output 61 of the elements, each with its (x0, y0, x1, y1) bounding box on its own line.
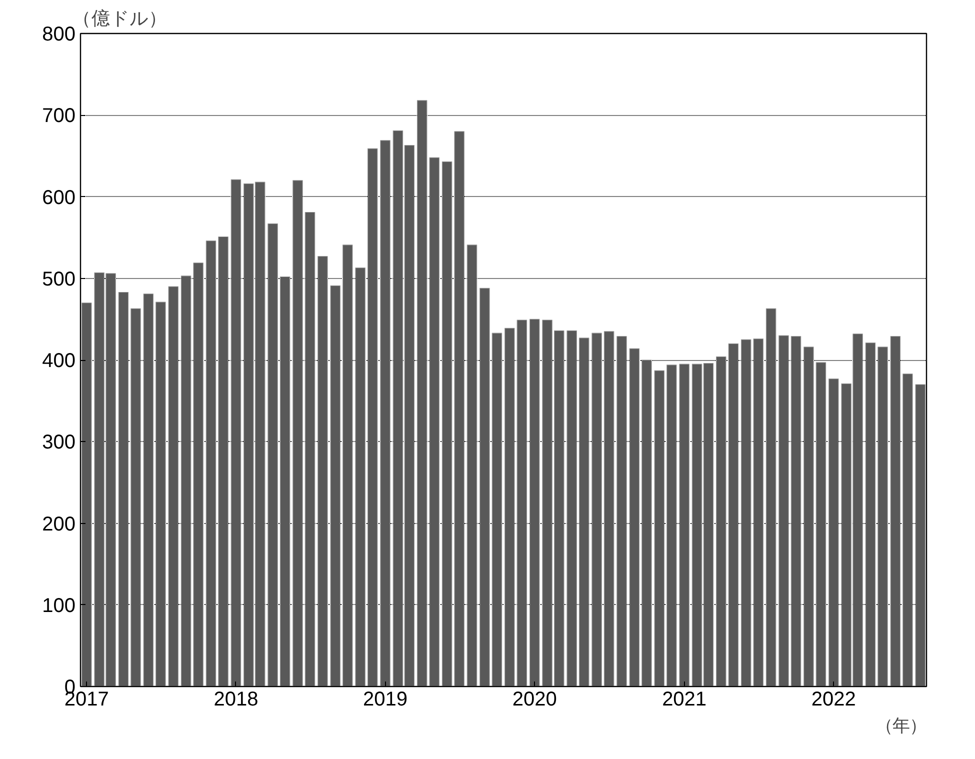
bar (878, 346, 888, 686)
y-tick-label: 500 (42, 268, 76, 290)
bar (143, 294, 154, 686)
bar (492, 332, 502, 686)
y-tick-label: 400 (42, 350, 76, 372)
bar (778, 335, 789, 686)
bar (865, 342, 876, 686)
bar (902, 374, 913, 686)
bar (578, 338, 590, 686)
bar (529, 318, 540, 686)
bar (454, 131, 464, 686)
bar (206, 240, 216, 686)
bar (292, 180, 303, 686)
bar (168, 286, 179, 686)
bar (790, 336, 802, 686)
bar (355, 267, 366, 686)
bar (218, 236, 228, 686)
x-tick-label: 2020 (512, 688, 557, 710)
bar (679, 364, 690, 686)
bar (592, 332, 602, 686)
bar (318, 256, 328, 686)
bar (629, 348, 640, 686)
y-tick-label: 200 (42, 513, 76, 536)
bar (156, 302, 166, 686)
x-tick-label: 2018 (214, 688, 258, 710)
bar (890, 336, 901, 686)
bar (230, 179, 242, 686)
y-tick-label: 600 (42, 186, 76, 209)
bar (828, 378, 839, 686)
bar (180, 276, 192, 686)
x-tick-label: 2021 (662, 688, 707, 710)
bar (604, 331, 614, 686)
bar (566, 330, 577, 686)
bar (304, 212, 316, 686)
bar (118, 292, 129, 686)
bar (804, 346, 814, 686)
bar (330, 285, 341, 686)
bar (442, 161, 452, 686)
bar (367, 148, 378, 686)
bar (81, 302, 92, 686)
bar (480, 288, 490, 686)
x-axis-title: （年） (876, 716, 926, 736)
bar (654, 370, 665, 686)
bar (915, 384, 926, 686)
bar (268, 223, 278, 686)
bar (342, 244, 353, 686)
bar (616, 336, 627, 686)
bar (466, 244, 478, 686)
y-tick-label: 700 (42, 105, 76, 128)
bar (816, 362, 826, 686)
x-tick-label: 2022 (811, 688, 856, 710)
bar (666, 364, 677, 686)
bar (642, 360, 652, 686)
y-tick-label: 300 (42, 432, 76, 454)
bar (130, 308, 141, 686)
bar (766, 308, 776, 686)
bar (193, 262, 204, 686)
x-tick-label: 2019 (363, 688, 408, 710)
bar (280, 276, 290, 686)
y-tick-label: 100 (42, 594, 76, 617)
bar (380, 140, 390, 686)
